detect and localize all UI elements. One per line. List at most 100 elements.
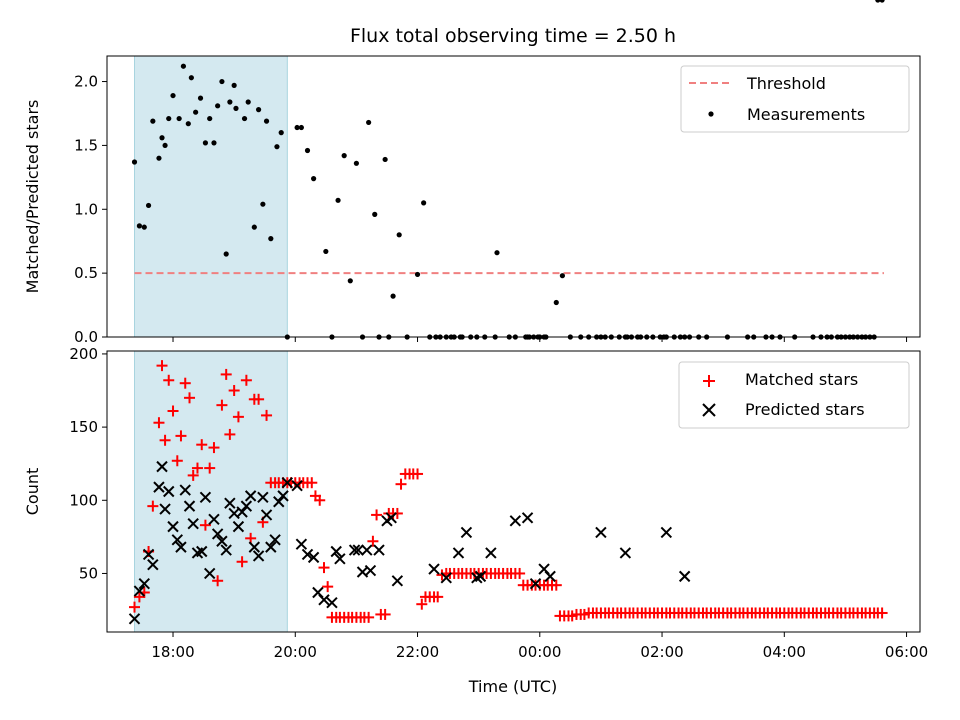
predicted-star-point bbox=[216, 535, 228, 547]
predicted-star-point bbox=[128, 613, 141, 625]
matched-star-point bbox=[245, 532, 257, 544]
measurement-point bbox=[278, 130, 284, 136]
measurement-point bbox=[304, 147, 311, 154]
measurement-point bbox=[875, 0, 881, 3]
legend-measurements-swatch bbox=[708, 111, 714, 117]
matched-star-point bbox=[212, 575, 224, 587]
measurement-point bbox=[390, 293, 396, 299]
predicted-star-point bbox=[208, 513, 220, 526]
predicted-star-point bbox=[391, 575, 404, 587]
matched-star-point bbox=[167, 405, 179, 417]
y-tick-label: 1.5 bbox=[74, 136, 98, 154]
predicted-star-point bbox=[361, 544, 373, 556]
y-tick-label: 100 bbox=[69, 491, 98, 509]
y-tick-label: 1.0 bbox=[74, 200, 98, 218]
measurement-point bbox=[311, 176, 317, 182]
predicted-star-point bbox=[196, 545, 208, 558]
predicted-star-point bbox=[203, 567, 216, 580]
ratio-y-label: Matched/Predicted stars bbox=[23, 100, 42, 294]
matched-star-point bbox=[159, 434, 171, 446]
observing-window-shade bbox=[134, 55, 288, 338]
matched-star-point bbox=[191, 462, 203, 474]
x-tick-label: 18:00 bbox=[151, 643, 194, 661]
matched-star-point bbox=[216, 399, 228, 411]
measurement-point bbox=[185, 121, 191, 127]
measurement-point bbox=[150, 118, 156, 124]
x-tick-label: 02:00 bbox=[640, 643, 683, 661]
matched-star-point bbox=[147, 500, 159, 512]
matched-star-point bbox=[395, 478, 407, 490]
predicted-star-point bbox=[156, 460, 168, 473]
predicted-star-point bbox=[171, 534, 184, 546]
predicted-star-point bbox=[269, 534, 281, 546]
y-tick-label: 150 bbox=[69, 418, 98, 436]
matched-star-point bbox=[199, 519, 211, 531]
measurement-point bbox=[156, 155, 162, 161]
measurement-point bbox=[180, 63, 187, 69]
matched-star-point bbox=[261, 409, 273, 421]
matched-star-point bbox=[416, 598, 428, 610]
predicted-star-point bbox=[175, 541, 187, 553]
count-legend: Matched stars Predicted stars bbox=[678, 361, 910, 429]
predicted-star-point bbox=[147, 558, 159, 571]
measurement-point bbox=[223, 251, 229, 257]
count-x-ticks: 18:00 20:00 22:00 00:00 02:00 04:00 06:00 bbox=[151, 632, 928, 661]
measurement-point bbox=[231, 82, 237, 88]
predicted-star-point bbox=[348, 544, 361, 556]
predicted-star-point bbox=[678, 570, 691, 583]
y-tick-label: 0.0 bbox=[74, 328, 98, 346]
predicted-star-point bbox=[232, 520, 245, 533]
measurement-point bbox=[353, 160, 360, 166]
y-tick-label: 50 bbox=[79, 564, 98, 582]
y-tick-label: 0.5 bbox=[74, 264, 98, 282]
measurement-point bbox=[323, 248, 329, 255]
predicted-star-point bbox=[373, 544, 385, 556]
matched-star-point bbox=[228, 385, 240, 397]
predicted-star-point bbox=[485, 547, 497, 559]
measurement-point bbox=[294, 124, 300, 131]
measurement-point bbox=[166, 115, 172, 122]
predicted-star-point bbox=[211, 528, 224, 540]
predicted-star-point bbox=[257, 491, 269, 504]
measurement-point bbox=[136, 223, 142, 229]
measurement-point bbox=[219, 78, 225, 85]
ratio-panel: 0.00.51.01.52.0 Matched/Predicted stars … bbox=[23, 0, 921, 346]
predicted-star-point bbox=[199, 491, 212, 504]
predicted-star-point bbox=[159, 503, 171, 515]
legend-predicted-label: Predicted stars bbox=[745, 400, 865, 419]
predicted-star-point bbox=[281, 477, 294, 489]
predicted-star-point bbox=[307, 551, 320, 564]
x-tick-label: 00:00 bbox=[518, 643, 561, 661]
x-tick-label: 20:00 bbox=[274, 643, 317, 661]
legend-threshold-label: Threshold bbox=[746, 74, 826, 93]
measurement-point bbox=[414, 271, 421, 278]
count-y-label: Count bbox=[23, 468, 42, 516]
predicted-star-point bbox=[248, 541, 261, 553]
predicted-star-point bbox=[471, 572, 483, 584]
ratio-x-ticks bbox=[172, 337, 908, 342]
predicted-star-point bbox=[153, 481, 165, 493]
measurement-point bbox=[233, 105, 239, 111]
measurement-point bbox=[245, 99, 251, 105]
predicted-star-point bbox=[318, 594, 330, 606]
predicted-star-point bbox=[326, 597, 338, 609]
measurement-point bbox=[197, 95, 204, 101]
measurement-point bbox=[241, 115, 248, 122]
measurement-point bbox=[188, 75, 194, 81]
predicted-star-point bbox=[273, 496, 285, 508]
matched-star-point bbox=[412, 468, 424, 480]
measurement-point bbox=[159, 135, 165, 141]
predicted-stars-points bbox=[128, 460, 691, 625]
predicted-star-point bbox=[244, 490, 257, 502]
x-tick-label: 04:00 bbox=[763, 643, 806, 661]
matched-star-point bbox=[236, 556, 248, 568]
measurement-point bbox=[298, 124, 304, 131]
predicted-star-point bbox=[460, 526, 473, 539]
matched-star-point bbox=[187, 469, 199, 481]
matched-star-point bbox=[367, 535, 379, 547]
x-tick-label: 22:00 bbox=[396, 643, 439, 661]
measurement-point bbox=[215, 103, 221, 109]
predicted-star-point bbox=[252, 550, 265, 562]
measurement-point bbox=[227, 99, 233, 105]
measurement-point bbox=[396, 232, 402, 238]
